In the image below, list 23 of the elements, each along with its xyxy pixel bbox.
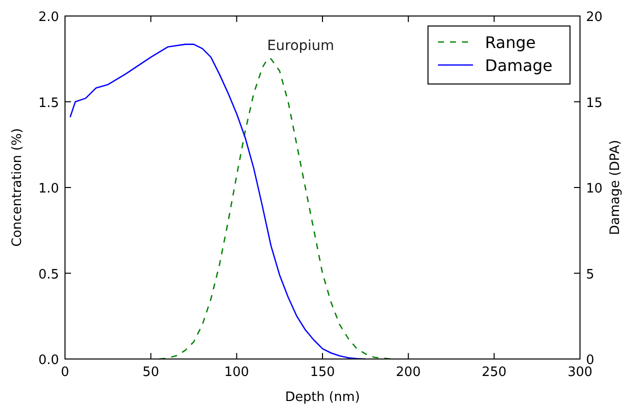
x-tick-label: 0	[60, 365, 70, 380]
legend-label: Damage	[485, 56, 553, 75]
legend-label: Range	[485, 33, 536, 52]
x-tick-label: 100	[224, 365, 250, 380]
annotation: Europium	[267, 38, 334, 54]
x-tick-label: 200	[396, 365, 421, 380]
y2-tick-label: 10	[586, 182, 603, 196]
y2-axis-title: Damage (DPA)	[608, 140, 623, 236]
y-tick-label: 0.5	[38, 267, 59, 282]
x-axis-title: Depth (nm)	[285, 390, 360, 405]
x-tick-label: 150	[310, 365, 335, 380]
y2-tick-label: 20	[586, 10, 603, 25]
line-series	[158, 58, 392, 360]
y-tick-label: 1.0	[38, 182, 59, 196]
y-tick-label: 2.0	[38, 10, 59, 25]
y-axis-title: Concentration (%)	[10, 128, 25, 247]
x-tick-label: 250	[482, 365, 507, 380]
y2-tick-label: 5	[586, 267, 594, 282]
y2-tick-label: 15	[586, 96, 603, 111]
y-tick-label: 1.5	[38, 96, 59, 111]
x-tick-label: 300	[568, 365, 592, 380]
x-tick-label: 50	[142, 365, 160, 380]
y-tick-label: 0.0	[38, 353, 59, 368]
